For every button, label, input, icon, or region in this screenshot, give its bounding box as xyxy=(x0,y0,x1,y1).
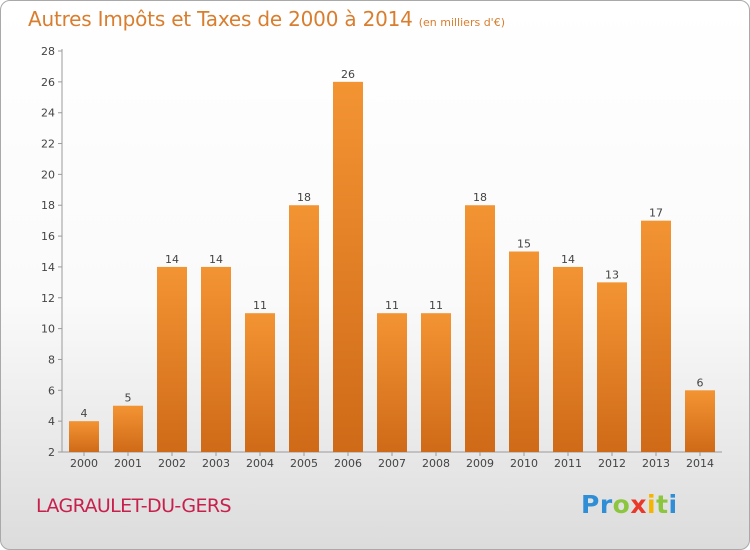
y-tick-label: 6 xyxy=(48,384,55,397)
y-tick-label: 12 xyxy=(41,292,55,305)
bar-2010 xyxy=(509,251,539,452)
bar-value-label: 18 xyxy=(473,191,487,204)
x-tick-label: 2014 xyxy=(686,457,714,470)
bar-2001 xyxy=(113,405,143,452)
bar-value-label: 11 xyxy=(385,299,399,312)
x-tick-label: 2006 xyxy=(334,457,362,470)
x-tick-label: 2013 xyxy=(642,457,670,470)
bar-2007 xyxy=(377,313,407,452)
logo-letter: r xyxy=(599,490,613,519)
bar-2008 xyxy=(421,313,451,452)
y-tick-label: 26 xyxy=(41,76,55,89)
chart-bars xyxy=(69,81,715,452)
bar-value-label: 15 xyxy=(517,238,531,251)
x-tick-label: 2012 xyxy=(598,457,626,470)
y-tick-label: 20 xyxy=(41,168,55,181)
x-tick-label: 2011 xyxy=(554,457,582,470)
x-tick-label: 2004 xyxy=(246,457,274,470)
bar-2006 xyxy=(333,81,363,452)
y-tick-label: 4 xyxy=(48,415,55,428)
bar-2005 xyxy=(289,205,319,452)
bar-value-label: 26 xyxy=(341,68,355,81)
y-tick-label: 14 xyxy=(41,261,55,274)
logo-letter: i xyxy=(647,490,657,519)
y-tick-label: 22 xyxy=(41,138,55,151)
x-tick-label: 2001 xyxy=(114,457,142,470)
bar-2004 xyxy=(245,313,275,452)
logo-letter: o xyxy=(612,490,631,519)
bar-2000 xyxy=(69,421,99,452)
chart-title: Autres Impôts et Taxes de 2000 à 2014 (en… xyxy=(28,7,505,31)
bar-2009 xyxy=(465,205,495,452)
bar-2002 xyxy=(157,266,187,452)
y-tick-label: 2 xyxy=(48,446,55,459)
x-tick-label: 2007 xyxy=(378,457,406,470)
bar-value-label: 14 xyxy=(165,253,179,266)
bar-2003 xyxy=(201,266,231,452)
logo-letter: x xyxy=(630,490,647,519)
x-tick-label: 2009 xyxy=(466,457,494,470)
bar-value-label: 11 xyxy=(253,299,267,312)
bar-2011 xyxy=(553,266,583,452)
bar-value-label: 17 xyxy=(649,207,663,220)
bar-value-label: 11 xyxy=(429,299,443,312)
bar-value-label: 13 xyxy=(605,268,619,281)
bar-value-label: 4 xyxy=(81,407,88,420)
y-tick-label: 24 xyxy=(41,107,55,120)
logo-letter: t xyxy=(656,490,669,519)
bar-value-label: 14 xyxy=(561,253,575,266)
x-tick-label: 2002 xyxy=(158,457,186,470)
chart-title-main: Autres Impôts et Taxes de 2000 à 2014 xyxy=(28,7,413,31)
commune-name: LAGRAULET-DU-GERS xyxy=(36,495,232,517)
bar-2013 xyxy=(641,220,671,452)
x-tick-label: 2008 xyxy=(422,457,450,470)
y-tick-label: 16 xyxy=(41,230,55,243)
x-tick-label: 2010 xyxy=(510,457,538,470)
proxiti-logo[interactable]: Proxiti xyxy=(581,490,678,519)
y-tick-label: 8 xyxy=(48,353,55,366)
bar-value-label: 6 xyxy=(697,376,704,389)
y-tick-label: 10 xyxy=(41,323,55,336)
x-tick-label: 2005 xyxy=(290,457,318,470)
bar-value-label: 5 xyxy=(125,392,132,405)
y-tick-label: 28 xyxy=(41,45,55,58)
bar-2012 xyxy=(597,282,627,452)
y-tick-label: 18 xyxy=(41,199,55,212)
chart-title-unit: (en milliers d'€) xyxy=(418,16,505,29)
chart-labels: 4 2000 5 2001 14 2002 14 2003 11 2004 18 2005 26 2006… xyxy=(70,68,714,470)
x-tick-label: 2000 xyxy=(70,457,98,470)
bar-value-label: 14 xyxy=(209,253,223,266)
bar-value-label: 18 xyxy=(297,191,311,204)
logo-letter: i xyxy=(668,490,678,519)
logo-letter: P xyxy=(581,490,600,519)
x-tick-label: 2003 xyxy=(202,457,230,470)
bar-2014 xyxy=(685,390,715,452)
